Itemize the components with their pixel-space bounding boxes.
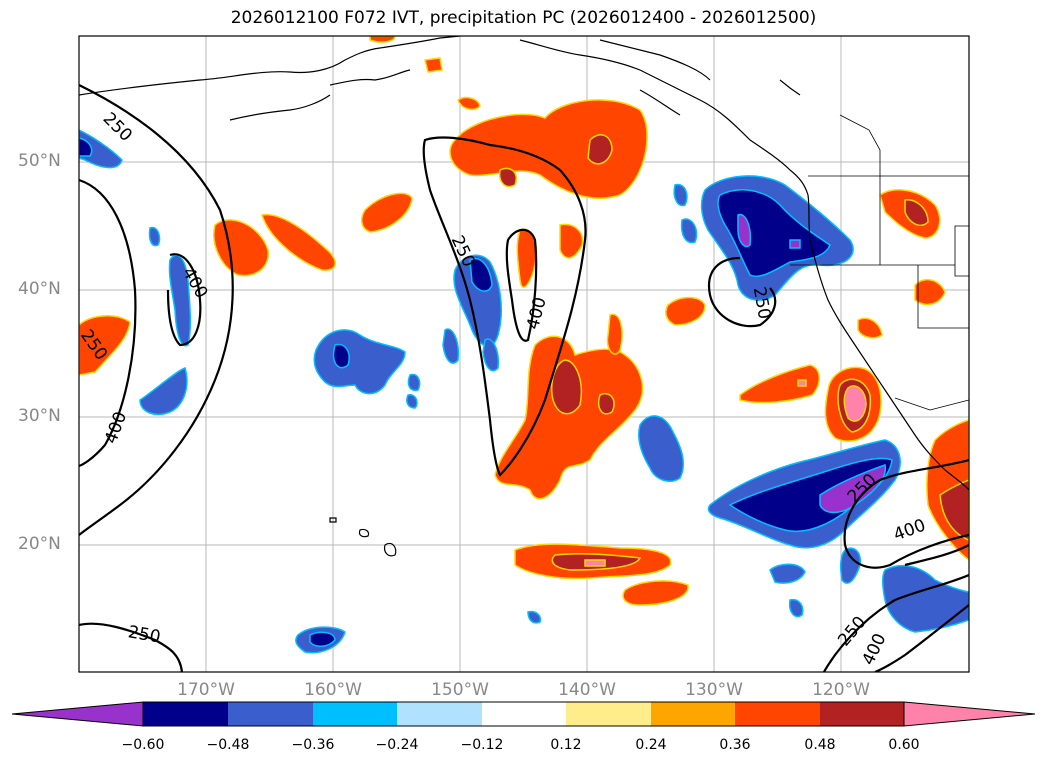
positive-region <box>494 335 644 500</box>
colorbar-tick-label: 0.48 <box>804 737 836 753</box>
negative-region <box>840 547 861 584</box>
negative-region <box>673 183 688 207</box>
colorbar-segment <box>820 702 904 726</box>
negative-region <box>407 373 421 392</box>
colorbar <box>11 701 1036 727</box>
positive-region <box>369 36 396 43</box>
negative-region <box>527 610 542 624</box>
lat-label: 30°N <box>18 406 61 426</box>
contour-line <box>79 84 234 536</box>
negative-region <box>819 464 886 514</box>
contour-line <box>505 228 538 342</box>
positive-region <box>797 379 807 387</box>
contour-line <box>904 544 969 567</box>
negative-region <box>333 343 350 369</box>
colorbar-segment <box>651 702 735 726</box>
borders <box>790 114 969 411</box>
colorbar-tick-label: −0.36 <box>291 737 335 753</box>
negative-region <box>482 338 500 372</box>
lat-label: 40°N <box>18 279 61 299</box>
negative-region <box>79 137 93 157</box>
colorbar-segment <box>228 702 313 726</box>
contour-line <box>843 458 969 569</box>
colorbar-tick-label: −0.60 <box>121 737 165 753</box>
contour-line <box>874 604 969 672</box>
contour-line <box>79 178 137 468</box>
colorbar-tick-label: −0.48 <box>206 737 250 753</box>
ivt-contours <box>79 84 969 672</box>
lon-label: 160°W <box>304 680 362 700</box>
positive-anomaly-regions <box>79 36 969 606</box>
negative-region <box>168 254 192 347</box>
colorbar-tick-label: 0.24 <box>635 737 667 753</box>
positive-region <box>457 96 481 111</box>
negative-region <box>442 328 460 364</box>
positive-region <box>914 278 946 306</box>
negative-region <box>717 189 831 277</box>
positive-region <box>587 134 613 165</box>
negative-region <box>788 598 804 618</box>
colorbar-extend-left <box>11 701 144 727</box>
colorbar-segment <box>397 702 482 726</box>
colorbar-tick-label: 0.36 <box>719 737 751 753</box>
negative-region <box>737 213 752 248</box>
positive-region <box>939 479 969 541</box>
positive-region <box>584 559 606 567</box>
positive-region <box>79 315 131 376</box>
contour-line <box>422 136 587 477</box>
positive-region <box>424 57 443 73</box>
colorbar-segment <box>313 702 397 726</box>
negative-region <box>309 631 336 647</box>
negative-region <box>882 564 969 633</box>
colorbar-tick-label: −0.24 <box>375 737 419 753</box>
positive-region <box>606 313 623 355</box>
colorbar-segment <box>735 702 820 726</box>
negative-region <box>79 129 123 169</box>
colorbar-tick-label: 0.12 <box>550 737 582 753</box>
lat-label: 20°N <box>18 534 61 554</box>
colorbar-tick-label: −0.12 <box>460 737 504 753</box>
lon-label: 140°W <box>558 680 616 700</box>
negative-region <box>406 393 418 409</box>
colorbar-segment <box>482 702 566 726</box>
colorbar-tick-label: 0.60 <box>888 737 920 753</box>
negative-region <box>148 226 161 247</box>
lon-label: 120°W <box>812 680 870 700</box>
contour-line <box>707 256 777 328</box>
positive-region <box>843 385 867 422</box>
negative-region <box>139 366 188 416</box>
colorbar-segment <box>143 702 228 726</box>
colorbar-extend-right <box>903 701 1036 727</box>
positive-region <box>598 393 615 415</box>
contour-line <box>823 573 969 672</box>
map-title: 2026012100 F072 IVT, precipitation PC (2… <box>230 8 817 28</box>
negative-region <box>638 415 684 482</box>
positive-region <box>622 580 689 606</box>
positive-region <box>904 199 929 226</box>
positive-region <box>449 99 648 199</box>
positive-region <box>559 223 584 259</box>
positive-region <box>857 317 883 339</box>
contour-line <box>166 253 202 347</box>
lon-label: 170°W <box>177 680 235 700</box>
contour-line <box>79 622 184 672</box>
lon-label: 130°W <box>685 680 743 700</box>
negative-region <box>789 239 801 249</box>
lon-label: 150°W <box>431 680 489 700</box>
positive-region <box>739 364 820 404</box>
negative-region <box>469 258 493 292</box>
negative-region <box>769 563 806 584</box>
map-frame <box>78 35 970 673</box>
positive-region <box>360 192 413 233</box>
lat-label: 50°N <box>18 151 61 171</box>
coastlines <box>79 36 969 557</box>
map-plot-area <box>79 36 969 672</box>
negative-anomaly-regions <box>79 129 969 654</box>
positive-region <box>665 296 706 326</box>
negative-region <box>680 218 698 244</box>
colorbar-segment <box>566 702 651 726</box>
positive-region <box>498 167 517 188</box>
positive-region <box>261 213 336 271</box>
